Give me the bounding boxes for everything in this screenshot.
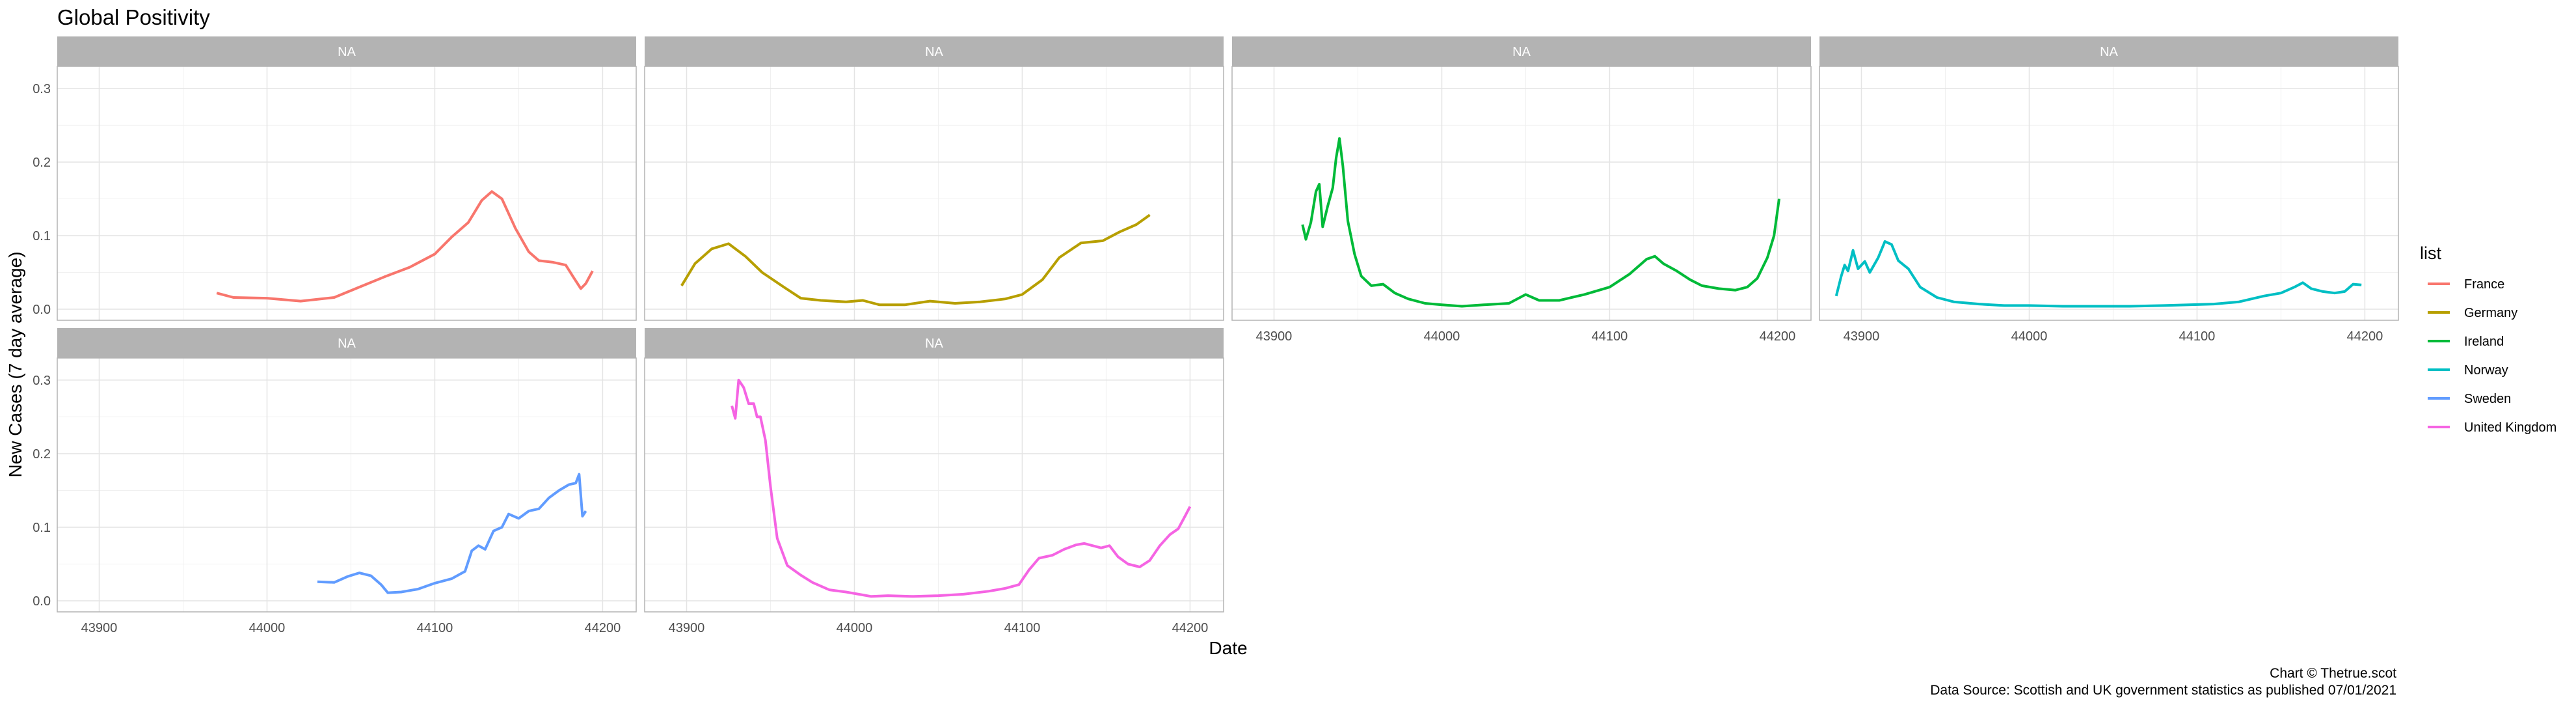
x-tick-label: 44100 (417, 621, 453, 635)
x-tick-label: 44000 (2011, 329, 2048, 344)
y-tick-label: 0.1 (33, 229, 51, 243)
caption-source: Data Source: Scottish and UK government … (1930, 683, 2396, 698)
facet-panel: NA (1819, 36, 2399, 321)
x-tick-label: 44100 (1592, 329, 1628, 344)
y-tick-label: 0.0 (33, 303, 51, 317)
y-tick-label: 0.3 (33, 82, 51, 96)
panel-border (1231, 66, 1812, 321)
panel-border (1819, 66, 2399, 321)
legend-item: United Kingdom (2428, 420, 2556, 435)
x-tick-label: 44100 (1004, 621, 1041, 635)
x-tick-label: 44000 (837, 621, 873, 635)
x-tick-label: 44100 (2179, 329, 2216, 344)
panel-border (57, 66, 637, 321)
x-axis-title: Date (1209, 638, 1247, 658)
facet-strip (1819, 36, 2398, 66)
legend-label: Germany (2464, 306, 2517, 320)
legend-label: Norway (2464, 363, 2508, 378)
legend-item: Ireland (2428, 335, 2504, 349)
x-tick-label: 44200 (1760, 329, 1796, 344)
panel-background (645, 66, 1224, 320)
series-line (680, 214, 1151, 307)
facet-strip-label: NA (925, 45, 943, 59)
caption: Chart © Thetrue.scot Data Source: Scotti… (1930, 666, 2396, 698)
x-tick-label: 44200 (1172, 621, 1209, 635)
panel-background (1819, 66, 2398, 320)
facet-strip-label: NA (1512, 45, 1531, 59)
x-tick-label: 44200 (2347, 329, 2383, 344)
panel-border (57, 357, 637, 613)
x-tick-label: 44000 (1424, 329, 1460, 344)
panel-background (57, 358, 636, 612)
legend-item: Germany (2428, 306, 2517, 320)
facet-strip-label: NA (925, 337, 943, 351)
x-tick-label: 44200 (585, 621, 621, 635)
facet-strip-label: NA (338, 337, 356, 351)
panel-border (644, 357, 1224, 613)
series-line (1301, 137, 1780, 308)
x-tick-label: 44000 (249, 621, 286, 635)
legend-label: Sweden (2464, 392, 2511, 406)
y-tick-label: 0.1 (33, 521, 51, 535)
x-tick-label: 43900 (669, 621, 705, 635)
facet-strip (1232, 36, 1811, 66)
facet-strip (645, 36, 1224, 66)
facet-strip (57, 36, 636, 66)
facet-panel: NA (644, 36, 1224, 321)
series-line (1834, 240, 2362, 308)
caption-credit: Chart © Thetrue.scot (2270, 666, 2396, 681)
facet-strip-label: NA (338, 45, 356, 59)
legend: list France Germany Ireland Norway Sweden Uni… (2420, 243, 2556, 435)
panel-background (1232, 66, 1811, 320)
legend-label: Ireland (2464, 335, 2504, 349)
series-line (731, 378, 1192, 598)
legend-item: Norway (2428, 363, 2508, 378)
facet-strip (57, 328, 636, 358)
legend-label: France (2464, 277, 2504, 292)
panel-border (644, 66, 1224, 321)
y-tick-label: 0.2 (33, 447, 51, 462)
x-tick-label: 43900 (81, 621, 118, 635)
y-tick-label: 0.0 (33, 594, 51, 609)
legend-item: France (2428, 277, 2504, 292)
y-axis-title: New Cases (7 day average) (5, 251, 25, 477)
series-line (317, 473, 587, 594)
facet-panel: NA (644, 328, 1224, 613)
series-line (216, 190, 594, 303)
x-tick-label: 43900 (1844, 329, 1880, 344)
panel-background (57, 66, 636, 320)
legend-label: United Kingdom (2464, 420, 2556, 435)
y-tick-label: 0.3 (33, 374, 51, 388)
facet-panel: NA (57, 328, 637, 613)
facet-strip (645, 328, 1224, 358)
facet-panel: NA (1231, 36, 1812, 321)
axes: 0.0 0.1 0.2 0.3 0.0 0.1 0.2 0.3 43900 44000 44100 4… (33, 82, 2383, 635)
panel-background (645, 358, 1224, 612)
facet-panels: NA NA NA NA NA NA (57, 36, 2399, 613)
facet-panel: NA (57, 36, 637, 321)
x-tick-label: 43900 (1256, 329, 1293, 344)
facet-strip-label: NA (2100, 45, 2118, 59)
legend-item: Sweden (2428, 392, 2511, 406)
y-tick-label: 0.2 (33, 156, 51, 170)
chart-title: Global Positivity (57, 5, 210, 29)
legend-title: list (2420, 243, 2441, 263)
